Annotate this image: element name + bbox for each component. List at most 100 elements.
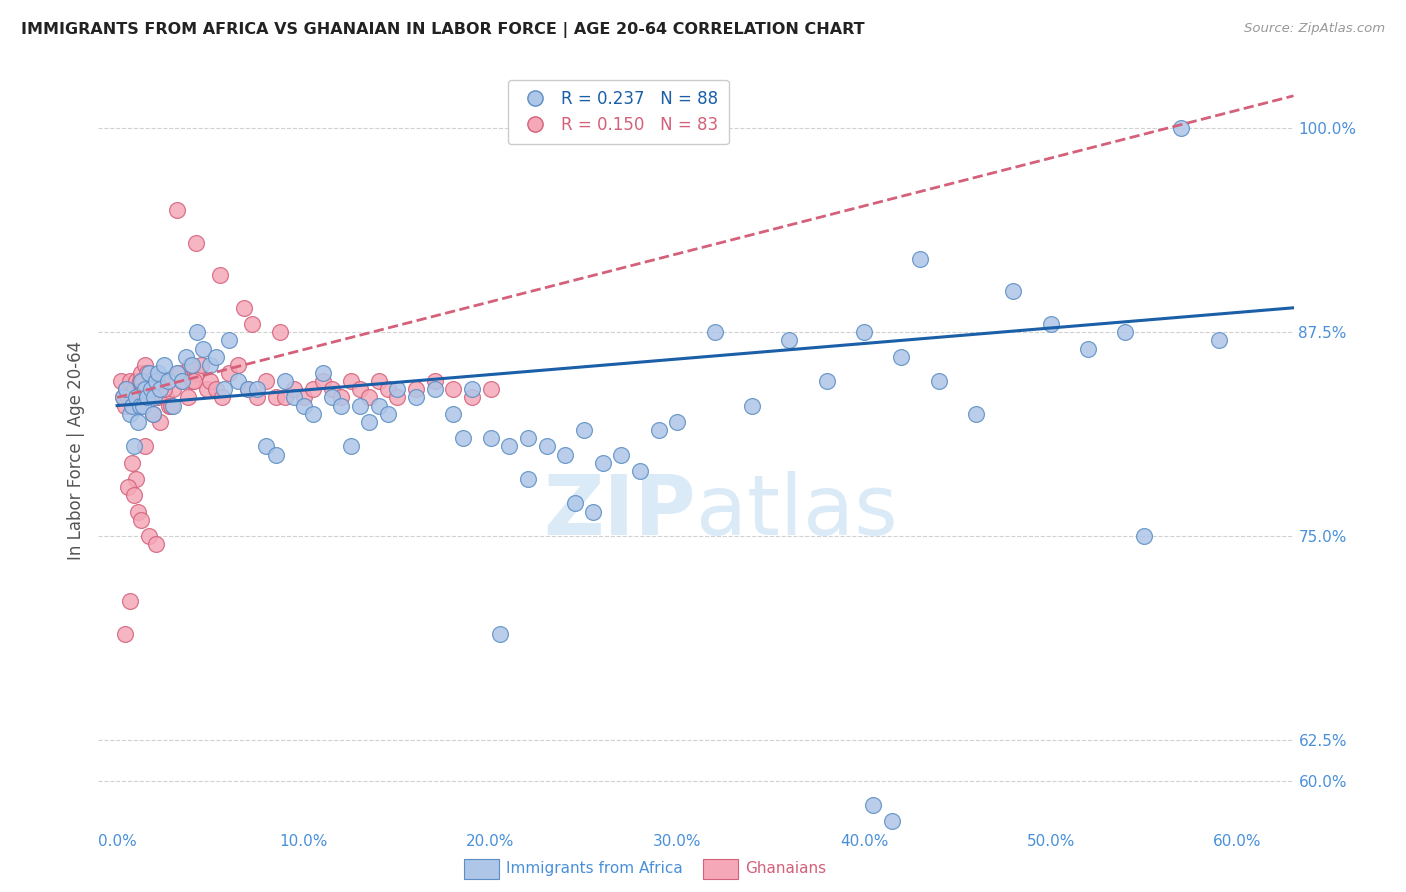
Point xyxy=(423,374,446,388)
Point xyxy=(274,374,297,388)
Point xyxy=(127,399,149,413)
Point xyxy=(131,374,153,388)
Point xyxy=(200,358,222,372)
Point xyxy=(167,366,190,380)
Point xyxy=(110,374,132,388)
Point xyxy=(132,374,155,388)
Point xyxy=(120,594,142,608)
Point xyxy=(131,513,153,527)
Point xyxy=(128,374,150,388)
Point xyxy=(136,366,159,380)
Point xyxy=(321,382,343,396)
Point xyxy=(1039,317,1062,331)
Point xyxy=(1133,529,1156,543)
Point xyxy=(572,423,595,437)
Point xyxy=(166,366,188,380)
Point xyxy=(190,358,212,372)
Point xyxy=(191,342,214,356)
Point xyxy=(139,374,162,388)
Point xyxy=(148,366,170,380)
Point xyxy=(149,382,172,396)
Point xyxy=(965,407,987,421)
Point xyxy=(283,391,305,405)
Point xyxy=(703,325,725,339)
Point xyxy=(122,488,145,502)
Point xyxy=(212,382,235,396)
Point xyxy=(908,252,931,266)
Point xyxy=(516,431,538,445)
Point xyxy=(853,325,876,339)
Point xyxy=(172,374,194,388)
Point xyxy=(536,439,558,453)
Point xyxy=(180,358,202,372)
Point xyxy=(142,407,165,421)
Point xyxy=(405,391,427,405)
Text: IMMIGRANTS FROM AFRICA VS GHANAIAN IN LABOR FORCE | AGE 20-64 CORRELATION CHART: IMMIGRANTS FROM AFRICA VS GHANAIAN IN LA… xyxy=(21,22,865,38)
Point xyxy=(441,407,464,421)
Text: Immigrants from Africa: Immigrants from Africa xyxy=(506,862,683,876)
Point xyxy=(195,382,218,396)
Point xyxy=(162,382,184,396)
Point xyxy=(461,382,484,396)
Point xyxy=(218,366,240,380)
Point xyxy=(152,358,174,372)
Point xyxy=(145,374,167,388)
Point xyxy=(236,382,259,396)
Point xyxy=(150,374,173,388)
Point xyxy=(186,325,208,339)
Point xyxy=(311,366,333,380)
Point xyxy=(1002,285,1025,299)
Point xyxy=(264,391,287,405)
Point xyxy=(131,366,153,380)
Point xyxy=(862,798,884,813)
Point xyxy=(1170,121,1192,136)
Point xyxy=(359,391,381,405)
Point xyxy=(236,382,259,396)
Point xyxy=(166,202,188,217)
Point xyxy=(292,399,315,413)
Point xyxy=(200,374,222,388)
Point xyxy=(136,391,159,405)
Point xyxy=(498,439,520,453)
Point xyxy=(405,382,427,396)
Point xyxy=(359,415,381,429)
Point xyxy=(157,399,180,413)
Point xyxy=(283,382,305,396)
Point xyxy=(592,456,614,470)
Point xyxy=(127,505,149,519)
Point xyxy=(479,382,502,396)
Point xyxy=(134,439,156,453)
Point xyxy=(162,399,184,413)
Point xyxy=(461,391,484,405)
Point xyxy=(142,407,165,421)
Point xyxy=(111,391,134,405)
Point xyxy=(815,374,838,388)
Legend: R = 0.237   N = 88, R = 0.150   N = 83: R = 0.237 N = 88, R = 0.150 N = 83 xyxy=(508,79,728,144)
Point xyxy=(186,366,208,380)
Point xyxy=(385,391,409,405)
Point xyxy=(564,496,586,510)
Point xyxy=(1077,342,1099,356)
Point xyxy=(264,448,287,462)
Point xyxy=(149,415,172,429)
Point xyxy=(218,334,240,348)
Point xyxy=(145,391,167,405)
Point xyxy=(451,431,474,445)
Point xyxy=(122,382,145,396)
Text: Source: ZipAtlas.com: Source: ZipAtlas.com xyxy=(1244,22,1385,36)
Point xyxy=(134,382,156,396)
Point xyxy=(367,374,389,388)
Point xyxy=(155,391,177,405)
Point xyxy=(172,374,194,388)
Point xyxy=(180,374,202,388)
Point xyxy=(302,382,325,396)
Point xyxy=(179,358,201,372)
Point xyxy=(122,439,145,453)
Point xyxy=(330,399,353,413)
Point xyxy=(128,399,150,413)
Point xyxy=(120,374,142,388)
Point xyxy=(890,350,912,364)
Point xyxy=(479,431,502,445)
Point xyxy=(143,382,166,396)
Point xyxy=(377,407,399,421)
